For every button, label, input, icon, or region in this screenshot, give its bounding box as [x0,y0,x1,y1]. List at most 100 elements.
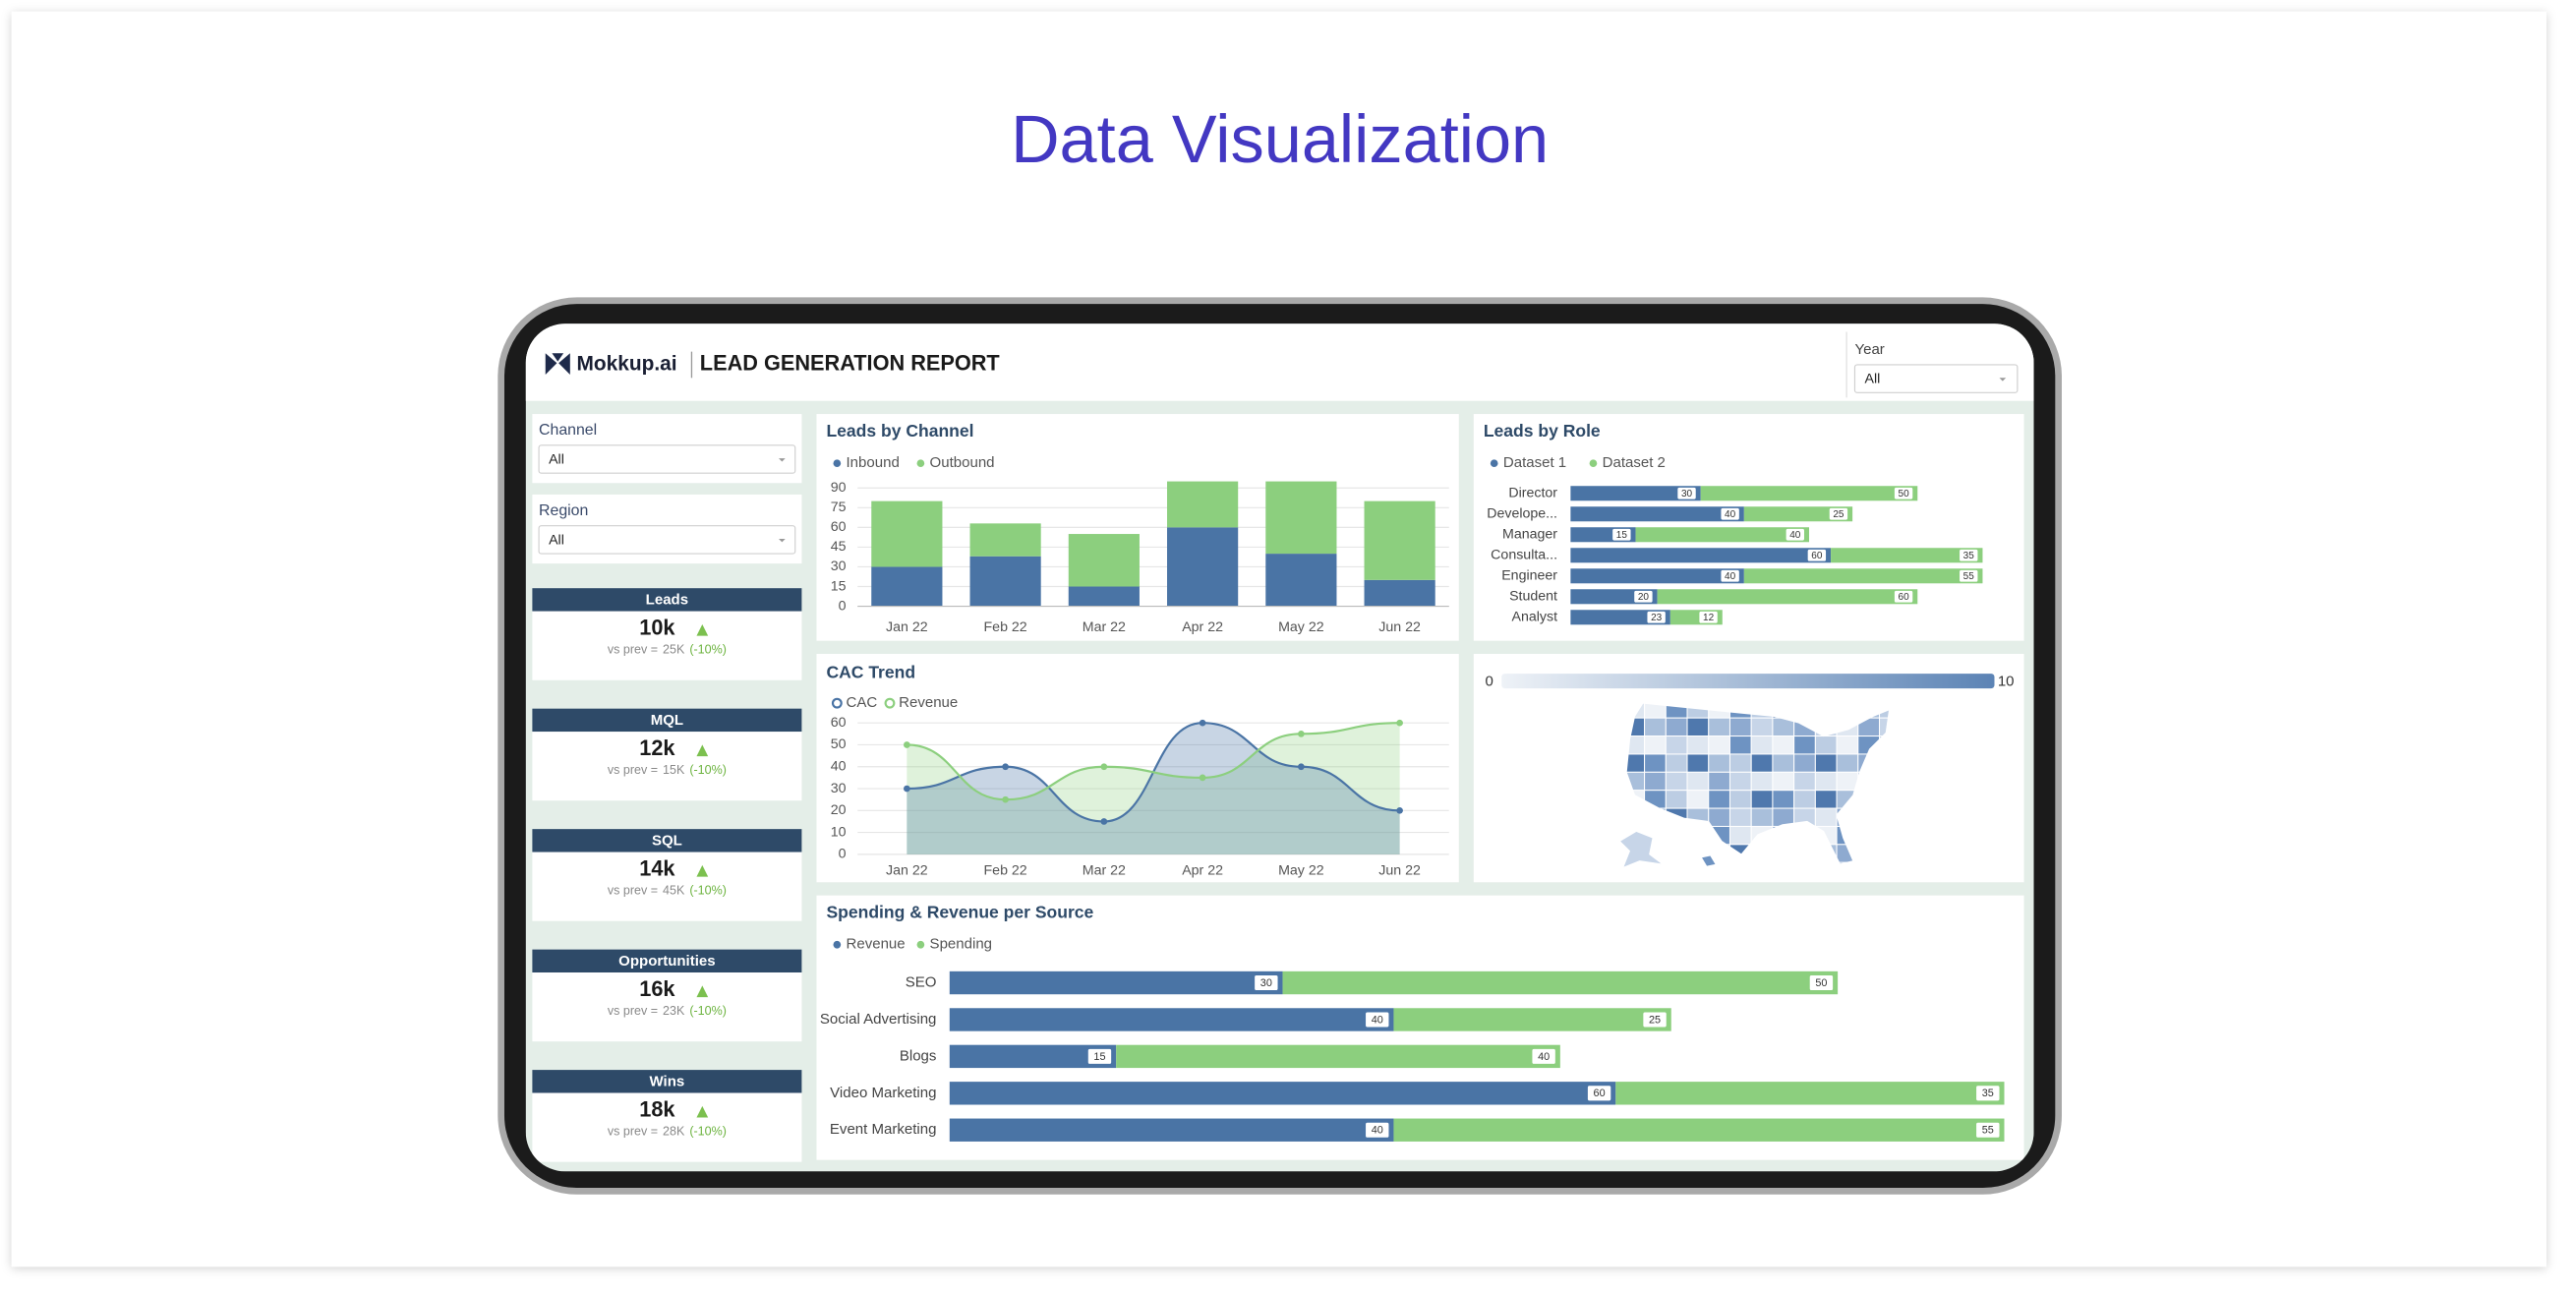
kpi-trend-icon [696,864,709,877]
x-tick-label: Jan 22 [886,619,928,635]
data-label-box [1894,487,1913,500]
data-label-box [1612,528,1631,541]
year-select[interactable] [1853,364,2019,393]
map-region [1814,753,1838,773]
map-region [1879,717,1890,737]
legend-marker [1490,459,1498,468]
kpi-prev-value: 15K [663,763,685,777]
x-tick-label: Feb 22 [984,619,1027,635]
bar [1265,554,1337,607]
point [1396,719,1403,727]
kpi-trend-icon [696,1105,709,1118]
filter-value: All [549,452,564,468]
x-tick-label: Jan 22 [886,862,928,878]
y-tick-label: 15 [831,578,847,594]
kpi-name: SQL [652,833,682,850]
legend-label: CAC [847,694,878,711]
map-region [1836,735,1859,755]
line [907,722,1400,801]
bar [1364,579,1435,607]
kpi-name: Wins [650,1074,685,1090]
point [1002,795,1009,803]
data-label-box [1976,1086,2000,1101]
bar [1393,1008,1671,1031]
kpi-prev-label: vs prev = [608,763,658,777]
point [1100,763,1108,771]
kpi-prev-label: vs prev = [608,643,658,657]
kpi-prev: vs prev = 28K (-10%) [608,1125,727,1139]
bar [1635,527,1810,543]
point [1100,818,1108,825]
kpi-header [532,949,802,973]
data-label: 55 [1982,1125,1994,1137]
data-label-box [1634,590,1653,603]
data-label: 40 [1725,571,1736,582]
kpi-prev: vs prev = 15K (-10%) [608,763,727,777]
kpi-name: MQL [651,712,683,729]
kpi-prev-value: 45K [663,884,685,898]
year-label: Year [1854,341,1884,358]
legend-marker [916,459,925,468]
map-region [1708,735,1730,755]
bar [871,566,943,607]
y-tick-label: 90 [831,480,847,496]
map-region [1728,717,1752,737]
map-region [1750,735,1774,755]
kpi-prev: vs prev = 25K (-10%) [608,643,727,657]
y-tick-label: 0 [839,598,847,614]
filter-value: All [549,532,564,548]
filter-select[interactable] [538,444,796,474]
data-label: 25 [1833,509,1844,520]
data-label-box [1976,1122,2000,1138]
data-label: 30 [1681,489,1693,500]
bar [1743,506,1853,522]
data-label: 15 [1616,530,1628,541]
bar [969,523,1041,557]
bar [1743,568,1983,584]
data-label: 40 [1372,1125,1383,1137]
legend-label: Dataset 2 [1603,454,1666,471]
bar [1570,506,1744,522]
bar [1700,486,1918,501]
map-region [1644,717,1667,737]
bar [949,1082,1616,1105]
kpi-change: (-10%) [689,763,727,777]
kpi-name: Leads [646,592,688,609]
map-region [1708,790,1730,809]
x-tick-label: Jun 22 [1378,619,1421,635]
x-tick-label: May 22 [1278,619,1324,635]
legend-label: Spending [930,936,992,953]
map-region [1665,771,1688,792]
data-label-box [1677,487,1696,500]
kpi-prev-value: 28K [663,1125,685,1139]
point [1298,730,1305,737]
kpi-header [532,588,802,612]
bar [949,1008,1394,1031]
data-label-box [1960,549,1978,561]
bar [1116,1044,1560,1069]
kpi-change: (-10%) [689,884,727,898]
bar [1282,970,1839,995]
bar [1657,589,1918,605]
map-region [1814,735,1838,755]
x-tick-label: May 22 [1278,862,1324,878]
point [1199,719,1206,727]
bar [969,556,1041,607]
filter-label: Region [539,502,588,519]
bar [1831,548,1983,563]
y-tick-label: 30 [831,559,847,574]
map-region [1665,790,1688,809]
kpi-value: 12k [639,735,675,760]
filter-label: Channel [539,422,597,439]
kpi-change: (-10%) [689,643,727,657]
y-tick-label: 0 [839,847,847,862]
map-region [1814,807,1838,827]
map-region [1728,790,1752,809]
kpi-trend-icon [696,623,709,636]
filter-select[interactable] [538,525,796,555]
kpi-trend-icon [696,744,709,757]
data-label: 40 [1372,1014,1383,1026]
point [1298,763,1305,771]
map-region [1750,753,1774,773]
